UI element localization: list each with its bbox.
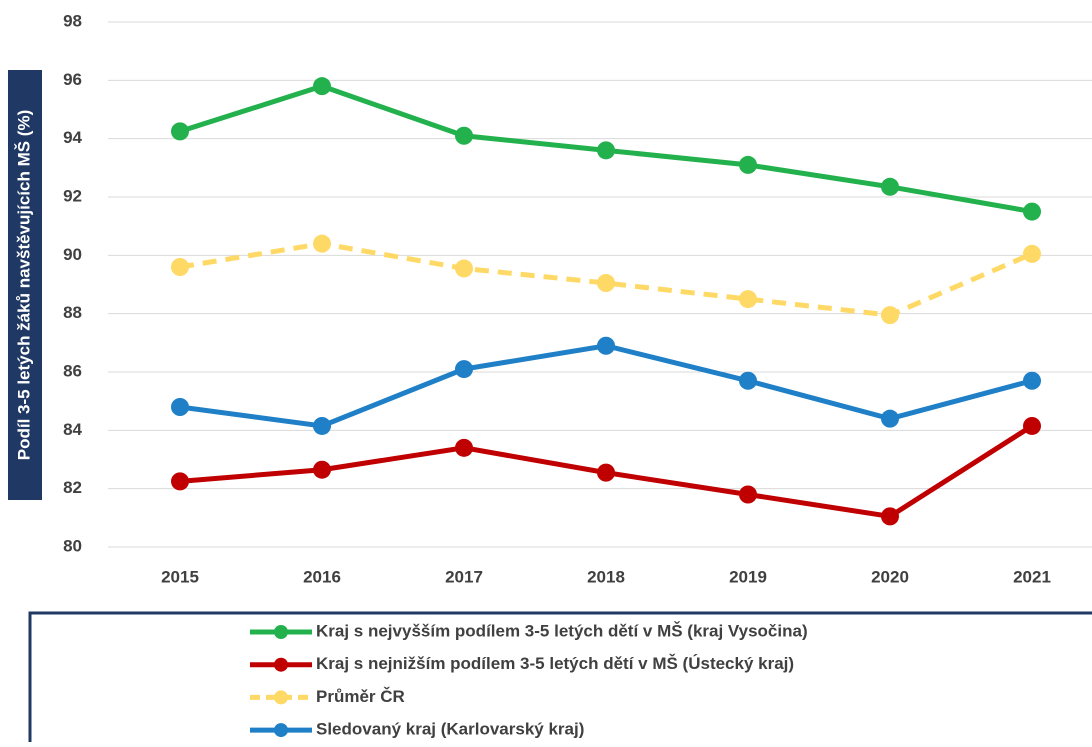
point (739, 290, 757, 309)
y-label-box (8, 70, 42, 500)
y-tick-label: 92 (63, 186, 82, 205)
x-tick-label: 2019 (729, 567, 767, 586)
point (881, 306, 899, 325)
legend-marker (274, 657, 288, 672)
point (881, 507, 899, 526)
point (881, 409, 899, 428)
point (597, 336, 615, 355)
y-tick-label: 86 (63, 361, 82, 380)
point (455, 126, 473, 145)
x-tick-label: 2021 (1013, 567, 1051, 586)
y-tick-label: 98 (63, 11, 82, 30)
point (597, 274, 615, 293)
point (313, 234, 331, 253)
point (313, 77, 331, 96)
point (171, 398, 189, 416)
point (597, 463, 615, 482)
y-axis-label: Podíl 3-5 letých žáků navštěvujících MŠ … (14, 110, 33, 461)
x-tick-label: 2015 (161, 567, 199, 586)
point (1023, 416, 1041, 435)
legend-label: Kraj s nejnižším podílem 3-5 letých dětí… (316, 654, 794, 673)
x-tick-label: 2020 (871, 567, 909, 586)
point (455, 360, 473, 379)
point (171, 122, 189, 141)
series-line (179, 343, 1033, 429)
point (1023, 202, 1041, 221)
point (455, 259, 473, 278)
x-tick-label: 2017 (445, 567, 483, 586)
legend-label: Sledovaný kraj (Karlovarský kraj) (316, 720, 584, 739)
point (313, 460, 331, 479)
x-tick-label: 2016 (303, 567, 341, 586)
legend-label: Kraj s nejvyšším podílem 3-5 letých dětí… (316, 621, 808, 640)
legend-label: Průměr ČR (316, 687, 405, 706)
y-tick-label: 80 (63, 536, 82, 555)
point (739, 155, 757, 174)
y-tick-label: 90 (63, 245, 82, 264)
point (881, 177, 899, 196)
point (1023, 244, 1041, 263)
point (739, 371, 757, 390)
y-tick-label: 84 (63, 420, 82, 439)
point (739, 485, 757, 504)
point (455, 438, 473, 457)
point (171, 258, 189, 276)
legend-box (28, 611, 1092, 747)
y-tick-label: 82 (63, 478, 82, 497)
x-tick-label: 2018 (587, 567, 625, 586)
y-tick-label: 88 (63, 303, 82, 322)
point (171, 472, 189, 491)
y-tick-label: 96 (63, 70, 82, 89)
point (597, 141, 615, 160)
point (313, 416, 331, 435)
legend-marker (274, 723, 288, 738)
point (1023, 371, 1041, 390)
legend-marker (274, 690, 288, 705)
y-tick-label: 94 (63, 128, 82, 147)
legend-marker (274, 625, 288, 639)
